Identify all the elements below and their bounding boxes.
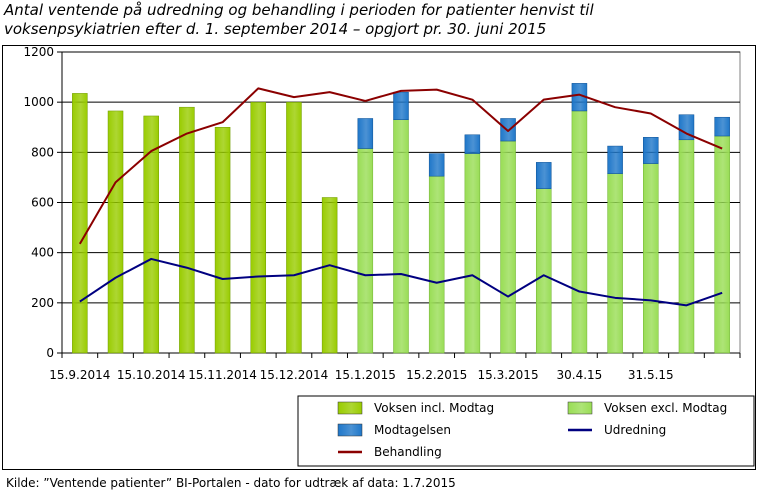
y-tick-label-400: 400: [31, 246, 54, 260]
chart-title-line-1: Antal ventende på udredning og behandlin…: [4, 1, 594, 19]
bar-voksen-incl-3: [179, 106, 195, 354]
chart-title-line-2: voksenpsykiatrien efter d. 1. september …: [4, 20, 547, 38]
line-behandling: [78, 87, 723, 245]
bar-modtagelsen-11: [464, 134, 481, 154]
bar-voksen-incl-4: [214, 127, 231, 354]
bar-voksen-excl-14: [571, 110, 588, 354]
bar-voksen-excl-13: [535, 188, 552, 354]
x-tick-label-4: 15.11.2014: [188, 368, 257, 382]
bar-modtagelsen-18: [714, 116, 730, 137]
legend-label-2: Modtagelsen: [374, 423, 451, 437]
bar-modtagelsen-8: [357, 118, 374, 149]
bar-modtagelsen-10: [428, 153, 445, 177]
bar-modtagelsen-17: [678, 114, 695, 141]
bar-voksen-excl-9: [393, 119, 409, 354]
bar-voksen-excl-8: [357, 148, 374, 354]
bar-voksen-incl-6: [286, 101, 302, 354]
bar-modtagelsen-15: [607, 145, 623, 174]
legend-label-4: Behandling: [374, 445, 442, 459]
x-tick-label-8: 15.1.2015: [335, 368, 396, 382]
legend-label-0: Voksen incl. Modtag: [374, 401, 494, 415]
bar-voksen-incl-0: [72, 93, 88, 354]
x-tick-label-16: 31.5.15: [628, 368, 674, 382]
legend-label-1: Voksen excl. Modtag: [604, 401, 727, 415]
legend-label-3: Udredning: [604, 423, 666, 437]
x-tick-label-12: 15.3.2015: [478, 368, 539, 382]
x-tick-label-2: 15.10.2014: [117, 368, 186, 382]
bar-voksen-excl-17: [678, 139, 695, 354]
bar-modtagelsen-16: [643, 137, 659, 164]
bar-voksen-incl-1: [107, 110, 124, 354]
y-tick-label-1200: 1200: [23, 45, 54, 59]
bar-voksen-incl-5: [250, 101, 267, 354]
bar-voksen-excl-12: [500, 140, 516, 354]
x-tick-label-14: 30.4.15: [557, 368, 603, 382]
bar-voksen-excl-11: [464, 153, 481, 354]
y-tick-label-600: 600: [31, 196, 54, 210]
legend-swatch-0: [337, 401, 363, 415]
x-tick-label-0: 15.9.2014: [49, 368, 110, 382]
bar-modtagelsen-9: [393, 91, 409, 120]
legend-box: [297, 395, 755, 467]
y-tick-label-1000: 1000: [23, 95, 54, 109]
bar-voksen-excl-18: [714, 135, 730, 354]
y-tick-label-200: 200: [31, 296, 54, 310]
bar-voksen-excl-10: [428, 175, 445, 354]
bar-voksen-incl-2: [143, 115, 159, 354]
legend-swatch-2: [337, 423, 363, 437]
y-tick-label-0: 0: [46, 346, 54, 360]
bar-modtagelsen-13: [535, 162, 552, 189]
x-tick-label-6: 15.12.2014: [260, 368, 329, 382]
line-udredning: [79, 257, 723, 307]
x-tick-label-10: 15.2.2015: [406, 368, 467, 382]
y-tick-label-800: 800: [31, 145, 54, 159]
bar-voksen-excl-16: [643, 163, 659, 354]
legend-swatch-1: [567, 401, 593, 415]
source-note: Kilde: ”Ventende patienter” BI-Portalen …: [6, 476, 456, 490]
bar-voksen-incl-7: [321, 197, 338, 354]
chart-title: Antal ventende på udredning og behandlin…: [4, 1, 744, 39]
bar-voksen-excl-15: [607, 173, 623, 354]
